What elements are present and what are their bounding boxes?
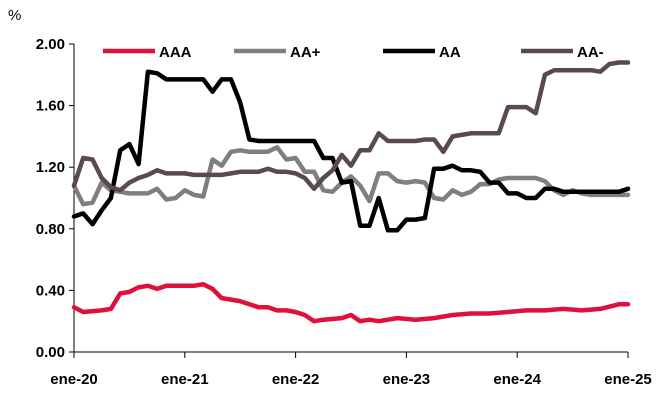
- y-tick-label: 0.40: [36, 282, 65, 299]
- x-tick-label: ene-21: [161, 371, 209, 388]
- x-tick-label: ene-20: [50, 371, 98, 388]
- y-tick-label: 0.00: [36, 344, 65, 361]
- legend-label: AAA: [159, 44, 192, 61]
- series-line-aa-minus: [71, 60, 631, 193]
- series-line-aa-plus: [71, 144, 631, 207]
- y-tick-label: 1.20: [36, 159, 65, 176]
- x-tick-label: ene-24: [493, 371, 541, 388]
- legend-label: AA-: [577, 44, 604, 61]
- y-tick-label: 2.00: [36, 36, 65, 53]
- legend-label: AA: [439, 44, 461, 61]
- x-tick-label: ene-22: [272, 371, 320, 388]
- legend-label: AA+: [290, 44, 321, 61]
- series-line-aaa: [71, 281, 631, 324]
- series-line-aa: [71, 69, 631, 233]
- y-unit-label: %: [8, 7, 21, 24]
- y-tick-label: 0.80: [36, 221, 65, 238]
- y-tick-label: 1.60: [36, 98, 65, 115]
- x-tick-label: ene-25: [604, 371, 652, 388]
- x-tick-label: ene-23: [383, 371, 431, 388]
